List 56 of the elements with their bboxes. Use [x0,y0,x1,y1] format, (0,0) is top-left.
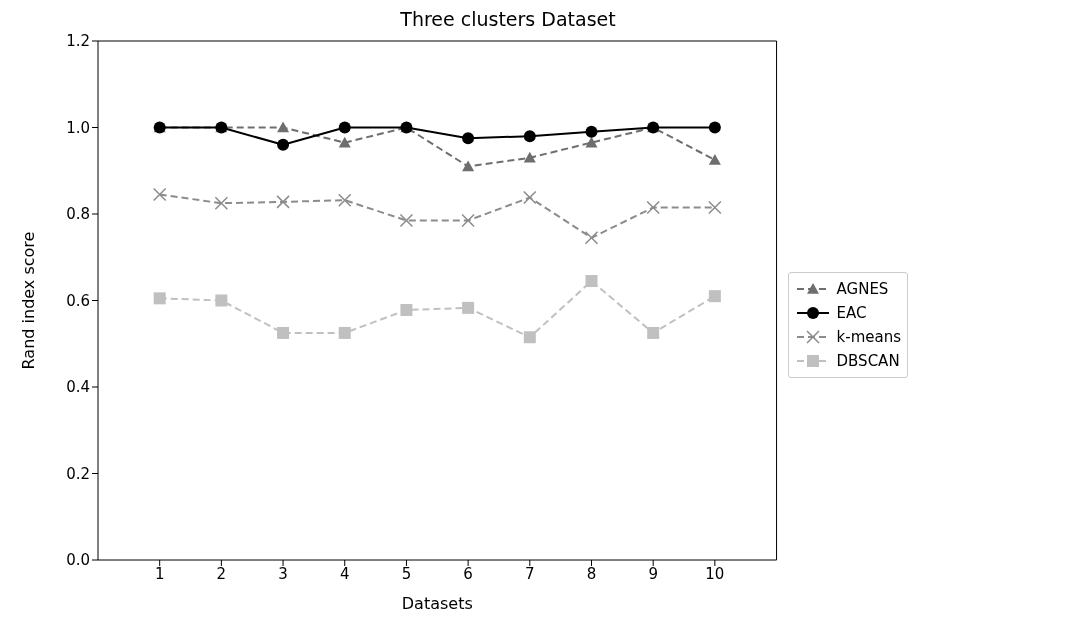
x-tick-label: 8 [586,564,597,583]
point [338,136,351,148]
y-tick-label: 0.8 [66,205,90,224]
point [277,121,290,133]
point [523,331,536,344]
x-tick-label: 9 [648,564,658,583]
x-axis-title: Datasets [401,594,473,614]
x-tick-label: 4 [339,564,350,583]
y-tick-label: 0.4 [66,378,90,397]
x-tick-label: 1 [154,564,165,583]
point [214,196,229,210]
point [462,301,475,314]
point [338,326,351,339]
y-tick-label: 1.0 [66,118,90,137]
x-tick-label: 10 [705,564,725,583]
point [215,294,228,307]
point [708,200,722,215]
point [708,290,721,303]
point [338,121,351,134]
point [152,187,167,202]
point [646,200,660,215]
point [337,193,352,207]
y-tick-label: 0.6 [66,291,90,310]
legend-label: DBSCAN [836,352,900,370]
point [462,132,475,145]
legend-label: AGNES [836,280,889,298]
x-tick-label: 5 [401,564,412,583]
x-tick-label: 7 [525,564,535,583]
point [523,130,536,143]
point [523,190,537,205]
y-axis-title: Rand index score [18,231,38,370]
point [461,213,475,228]
point [584,231,599,245]
point [276,195,290,209]
point [400,304,413,317]
y-tick-label: 0.0 [66,551,90,570]
y-tick-label: 0.2 [66,464,90,483]
point [585,125,598,138]
x-tick-label: 2 [216,564,227,583]
point [585,275,598,288]
legend-label: k-means [836,328,901,346]
point [399,213,414,228]
point [708,153,721,165]
point [462,160,475,172]
legend-label: EAC [836,304,867,322]
point [647,326,660,339]
y-tick-label: 1.2 [66,32,90,51]
point [277,138,290,151]
point [523,151,536,163]
x-tick-label: 3 [278,564,288,583]
point [708,121,721,134]
point [277,326,290,339]
chart-title: Three clusters Dataset [399,8,617,30]
x-tick-label: 6 [463,564,473,583]
point [153,292,166,305]
point [585,136,598,148]
